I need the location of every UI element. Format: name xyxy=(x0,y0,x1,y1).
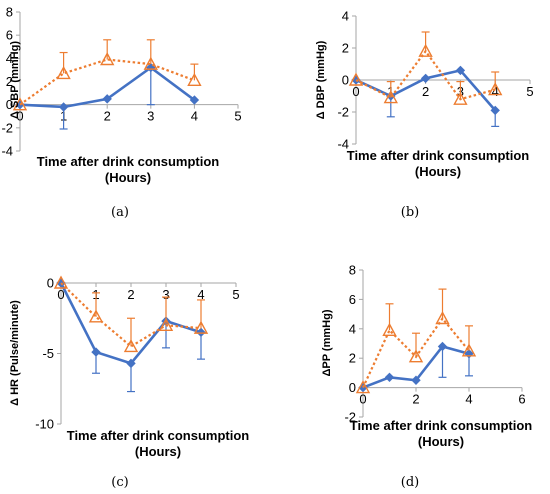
diamond-marker xyxy=(189,95,200,105)
panel-label: (c) xyxy=(111,475,128,490)
x-tick-label: 2 xyxy=(127,287,134,302)
x-tick-label: 2 xyxy=(422,84,429,99)
x-tick-label: 0 xyxy=(359,392,366,407)
series-line-treatment xyxy=(60,282,202,348)
triangle-marker xyxy=(383,90,398,104)
triangle-marker xyxy=(56,65,71,80)
triangle-marker xyxy=(193,320,209,334)
triangle-marker xyxy=(123,338,139,353)
chart-panel-a: -4-202468012345Time after drink consumpt… xyxy=(1,5,241,221)
triangle-marker xyxy=(453,91,468,105)
series-line-treatment xyxy=(19,58,195,106)
x-tick-label: 4 xyxy=(191,109,198,124)
chart-panel-b: -4-2024012345Time after drink consumptio… xyxy=(315,9,534,221)
x-tick-label: 3 xyxy=(147,109,154,124)
triangle-marker xyxy=(100,52,115,66)
x-axis-title-units: (Hours) xyxy=(135,444,181,459)
y-tick-label: 4 xyxy=(6,51,13,66)
x-tick-label: 0 xyxy=(16,109,23,124)
triangle-marker xyxy=(435,311,450,325)
triangle-marker xyxy=(355,380,371,394)
x-tick-label: 5 xyxy=(526,84,533,99)
y-tick-label: 4 xyxy=(349,321,356,336)
triangle-marker xyxy=(418,43,433,57)
diamond-marker xyxy=(126,358,136,369)
x-tick-label: 2 xyxy=(104,109,111,124)
triangle-marker xyxy=(53,275,69,289)
panel-label: (b) xyxy=(401,205,419,220)
x-axis-title: Time after drink consumption xyxy=(37,154,220,169)
y-tick-label: 2 xyxy=(6,74,13,89)
y-tick-label: 0 xyxy=(342,73,349,88)
x-tick-label: 2 xyxy=(412,392,419,407)
x-axis-title-units: (Hours) xyxy=(105,170,151,185)
y-axis-title: ΔPP (mmHg) xyxy=(321,309,333,376)
diamond-marker xyxy=(196,327,206,338)
diamond-marker xyxy=(455,65,466,76)
series-line-treatment xyxy=(355,49,496,101)
panel-label: (d) xyxy=(401,475,419,490)
y-tick-label: 6 xyxy=(349,292,356,307)
triangle-marker xyxy=(408,349,424,363)
y-tick-label: 0 xyxy=(349,380,356,395)
x-tick-label: 0 xyxy=(352,84,359,99)
x-tick-label: 3 xyxy=(162,287,169,302)
y-tick-label: -5 xyxy=(42,346,54,361)
x-tick-label: 5 xyxy=(232,287,239,302)
x-tick-label: 0 xyxy=(57,287,64,302)
y-tick-label: 2 xyxy=(349,351,356,366)
series-line-treatment xyxy=(362,316,470,389)
y-tick-label: 4 xyxy=(342,9,349,24)
x-tick-label: 6 xyxy=(518,392,525,407)
diamond-marker xyxy=(91,347,101,357)
y-tick-label: 2 xyxy=(342,41,349,56)
triangle-marker xyxy=(187,72,202,87)
triangle-marker xyxy=(88,309,104,323)
triangle-marker xyxy=(488,82,503,96)
diamond-marker xyxy=(384,372,395,383)
x-axis-title: Time after drink consumption xyxy=(347,148,530,163)
triangle-marker xyxy=(348,72,364,86)
y-tick-label: -2 xyxy=(337,105,349,120)
triangle-marker xyxy=(158,317,174,331)
diamond-marker xyxy=(102,94,112,104)
triangle-marker xyxy=(12,97,28,111)
chart-panel-c: -10-50012345Time after drink consumption… xyxy=(9,276,249,491)
y-tick-label: -2 xyxy=(344,410,356,425)
triangle-marker xyxy=(461,343,477,357)
x-axis-title: Time after drink consumption xyxy=(67,428,250,443)
triangle-marker xyxy=(143,56,158,70)
y-tick-label: 6 xyxy=(6,28,13,43)
triangle-marker xyxy=(382,322,397,336)
x-tick-label: 4 xyxy=(492,84,499,99)
panel-label: (a) xyxy=(111,205,129,220)
x-axis-title-units: (Hours) xyxy=(415,164,461,179)
y-tick-label: -4 xyxy=(1,144,13,159)
y-tick-label: -4 xyxy=(337,137,349,152)
y-tick-label: -10 xyxy=(35,417,54,432)
y-axis-title: Δ HR (Pulse/minute) xyxy=(9,300,21,406)
y-tick-label: 8 xyxy=(349,263,356,278)
diamond-marker xyxy=(420,73,431,84)
y-axis-title: Δ SBP (mmHg) xyxy=(9,41,21,119)
x-axis-title: Time after drink consumption xyxy=(350,418,533,433)
y-tick-label: 0 xyxy=(6,97,13,112)
y-tick-label: 8 xyxy=(6,5,13,20)
y-tick-label: -2 xyxy=(1,120,13,135)
diamond-marker xyxy=(437,341,448,352)
x-tick-label: 4 xyxy=(465,392,472,407)
diamond-marker xyxy=(58,102,69,112)
diamond-marker xyxy=(411,375,421,385)
y-tick-label: 0 xyxy=(47,276,54,291)
x-tick-label: 5 xyxy=(234,109,241,124)
x-tick-label: 4 xyxy=(197,287,204,302)
x-axis-title-units: (Hours) xyxy=(418,434,464,449)
diamond-marker xyxy=(490,105,500,116)
y-axis-title: Δ DBP (mmHg) xyxy=(315,40,327,119)
